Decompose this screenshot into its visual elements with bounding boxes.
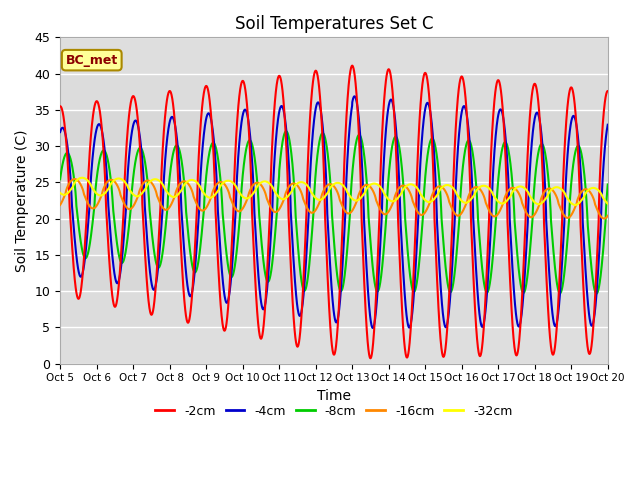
Bar — [60, 182, 608, 219]
Title: Soil Temperatures Set C: Soil Temperatures Set C — [235, 15, 433, 33]
Legend: -2cm, -4cm, -8cm, -16cm, -32cm: -2cm, -4cm, -8cm, -16cm, -32cm — [150, 400, 518, 423]
Text: BC_met: BC_met — [66, 54, 118, 67]
Y-axis label: Soil Temperature (C): Soil Temperature (C) — [15, 129, 29, 272]
Bar — [60, 255, 608, 291]
Bar — [60, 37, 608, 73]
Bar — [60, 327, 608, 364]
Bar — [60, 110, 608, 146]
X-axis label: Time: Time — [317, 389, 351, 403]
